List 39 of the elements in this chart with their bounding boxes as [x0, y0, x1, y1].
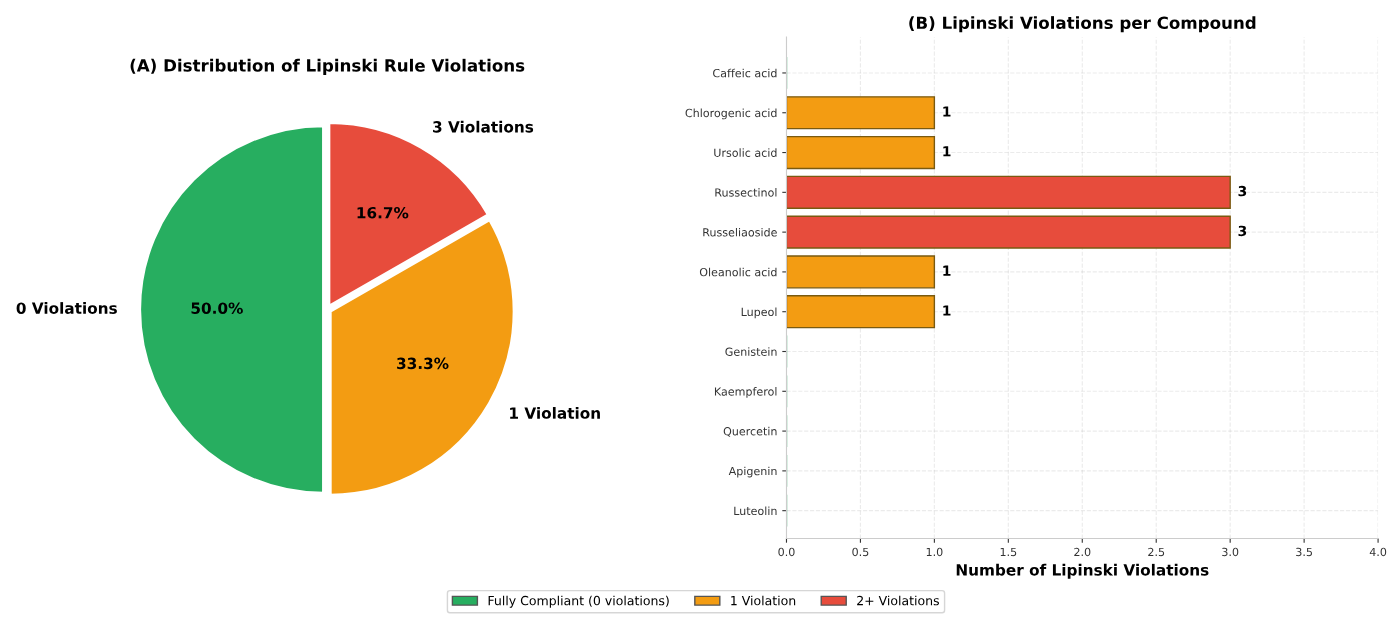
y-tick-label: Russeliaoside — [703, 227, 777, 237]
x-tick-label: 0.5 — [852, 547, 869, 557]
y-tick-label: Quercetin — [723, 426, 777, 437]
data-label: 1 — [943, 146, 951, 157]
x-tick-label: 4.0 — [1369, 547, 1387, 557]
x-tick-label: 3.0 — [1222, 547, 1239, 557]
x-tick-label: 1.0 — [926, 547, 943, 557]
legend-label: Fully Compliant (0 violations) — [488, 595, 669, 608]
x-tick-label: 2.5 — [1148, 547, 1165, 557]
data-label: 1 — [943, 106, 951, 117]
x-tick-label: 1.5 — [1000, 547, 1017, 557]
slice-label: 3 Violations — [433, 120, 534, 133]
y-tick-label: Apigenin — [728, 466, 777, 478]
chart-title: (B) Lipinski Violations per Compound — [909, 16, 1256, 33]
slice-label: 1 Violation — [510, 407, 600, 419]
data-label: 50.0% — [191, 302, 243, 314]
y-tick-label: Russectinol — [715, 188, 777, 197]
data-label: 33.3% — [397, 357, 449, 370]
data-label: 1 — [943, 265, 951, 276]
y-tick-label: Chlorogenic acid — [685, 108, 777, 120]
x-tick-label: 3.5 — [1296, 547, 1312, 557]
y-tick-label: Caffeic acid — [713, 68, 777, 78]
y-tick-label: Lupeol — [741, 307, 777, 319]
x-tick-label: 0.0 — [778, 547, 795, 557]
x-axis-title: Number of Lipinski Violations — [956, 563, 1209, 579]
y-tick-label: Ursolic acid — [714, 148, 777, 157]
x-tick-label: 2.0 — [1074, 547, 1091, 557]
legend-label: 1 Violation — [731, 595, 796, 606]
data-label: 3 — [1238, 225, 1247, 237]
y-tick-label: Luteolin — [734, 506, 777, 516]
data-label: 1 — [943, 305, 951, 316]
data-label: 16.7% — [357, 206, 409, 219]
y-tick-label: Oleanolic acid — [699, 267, 777, 277]
y-tick-label: Genistein — [725, 347, 777, 356]
data-label: 3 — [1238, 185, 1247, 197]
slice-label: 0 Violations — [16, 302, 117, 314]
legend-label: 2+ Violations — [857, 595, 939, 606]
y-tick-label: Kaempferol — [714, 387, 777, 398]
chart-title: (A) Distribution of Lipinski Rule Violations — [130, 58, 525, 75]
